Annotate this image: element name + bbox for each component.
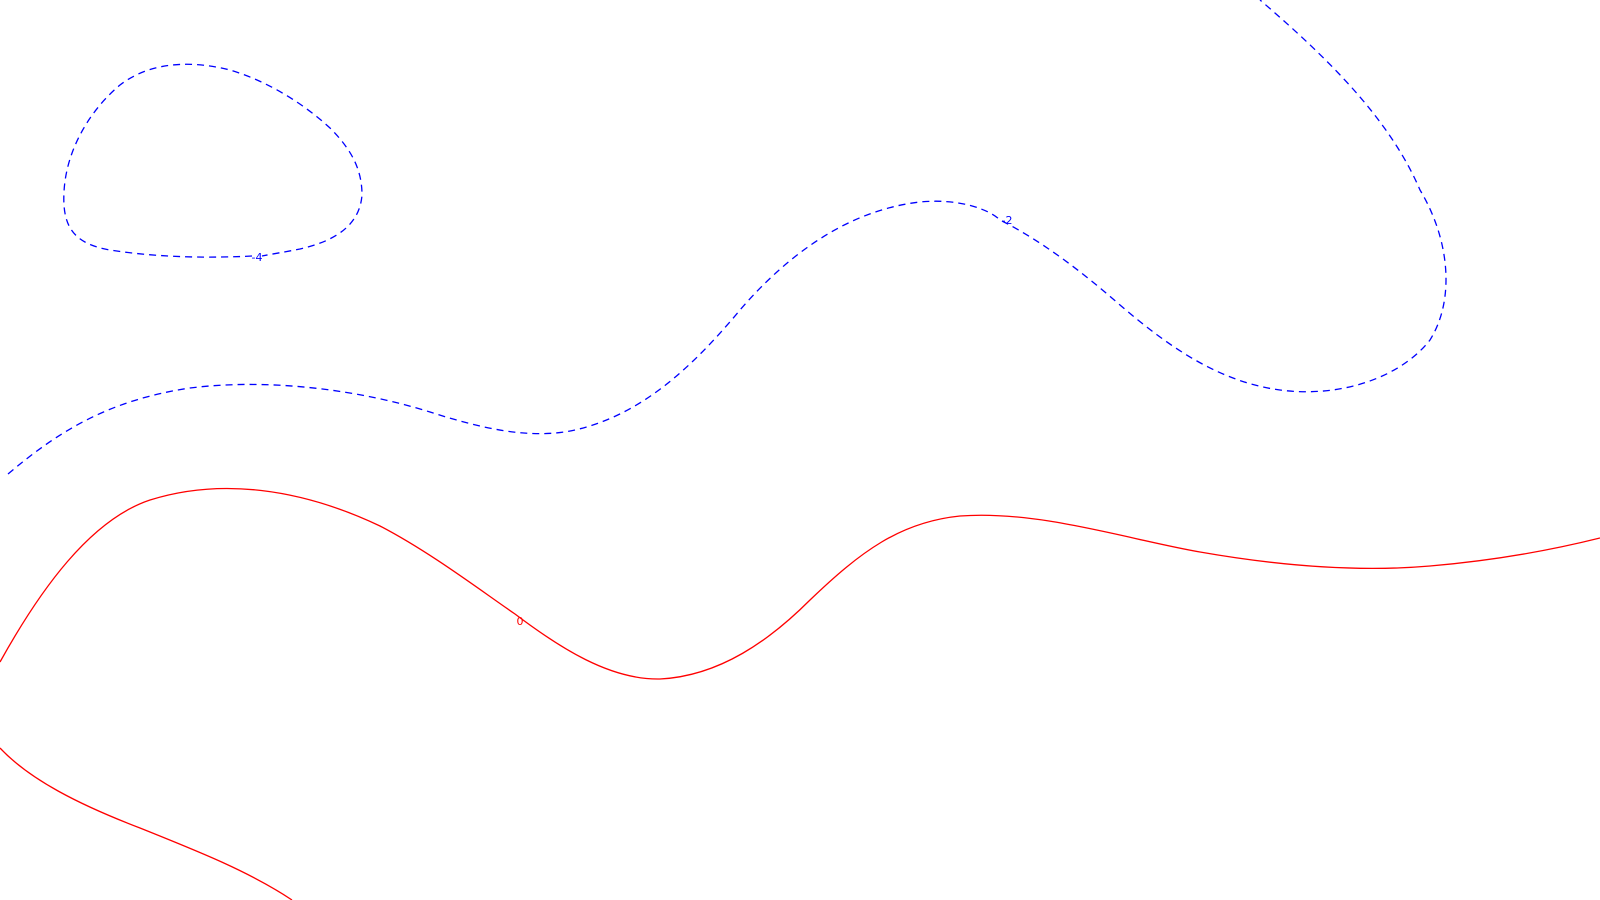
contour-line-neg2 [7, 0, 1447, 475]
contour-label-zero: 0 [517, 615, 524, 628]
contour-label-neg2: -2 [1002, 214, 1013, 227]
contour-label-neg4: -4 [252, 251, 263, 264]
contour-line-zero-bottom [0, 747, 293, 900]
contour-line-neg4 [63, 63, 363, 258]
contour-line-zero-main [0, 487, 1600, 680]
